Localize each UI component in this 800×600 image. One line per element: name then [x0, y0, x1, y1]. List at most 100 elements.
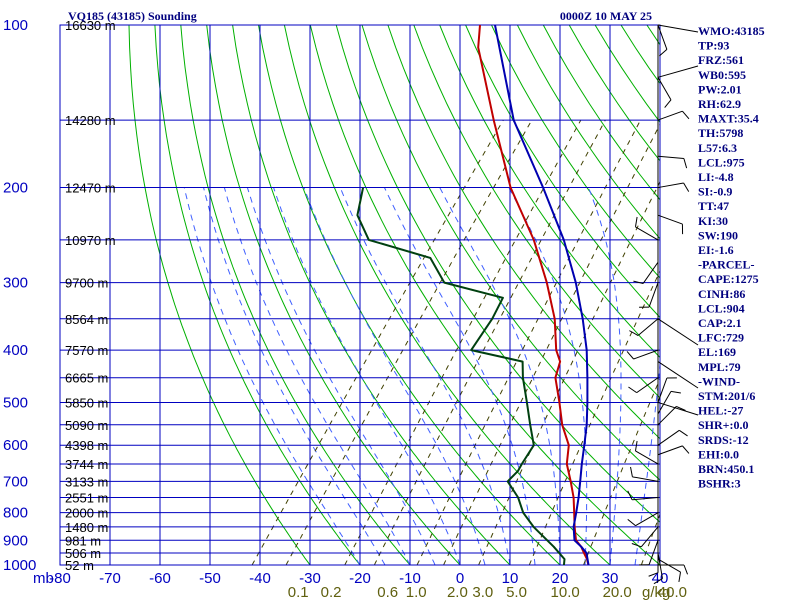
wind-barb-feather — [653, 578, 663, 585]
mixing-ratio-tick-label: 0.6 — [377, 584, 398, 600]
wind-barb — [657, 558, 681, 573]
height-tick-label: 2551 m — [65, 491, 108, 506]
height-tick-label: 3744 m — [65, 457, 108, 472]
index-line: -PARCEL- — [698, 258, 754, 272]
dry-adiabat — [361, 25, 660, 481]
index-pointer — [657, 361, 699, 389]
mixing-ratio-tick-label: 0.1 — [288, 584, 309, 600]
plot-frame — [59, 24, 661, 566]
index-line: PW:2.01 — [698, 82, 742, 96]
wind-barb — [657, 110, 683, 121]
wind-barb-feather — [630, 466, 633, 477]
wind-barb-feather — [682, 110, 690, 120]
height-tick-label: 5850 m — [65, 395, 108, 410]
wind-barb-feather — [631, 543, 642, 548]
dry-adiabat — [128, 25, 311, 565]
height-tick-label: 7570 m — [65, 343, 108, 358]
wind-barb-feather — [648, 572, 659, 577]
wind-barb-feather — [683, 182, 690, 192]
pressure-tick-label: 200 — [3, 180, 28, 197]
wind-barb — [657, 406, 677, 426]
temperature-tick-label: 0 — [456, 570, 464, 587]
mixing-ratio-tick-label: 1.0 — [406, 584, 427, 600]
pressure-tick-label: 800 — [3, 505, 28, 522]
wind-barb-feather — [628, 386, 637, 394]
wind-barb — [657, 214, 683, 225]
mixing-ratio-tick-label: 3.0 — [472, 584, 493, 600]
wind-barb — [657, 77, 672, 101]
dewpoint-line — [356, 187, 566, 565]
wind-barb-feather — [633, 280, 644, 285]
pressure-tick-label: 1000 — [3, 557, 36, 574]
index-pointer — [657, 401, 699, 416]
height-tick-label: 16630 m — [65, 18, 116, 33]
mixing-ratio-unit: g/kg — [642, 584, 670, 600]
height-tick-label: 52 m — [65, 558, 94, 573]
height-tick-label: 5090 m — [65, 418, 108, 433]
pressure-tick-label: 100 — [3, 17, 28, 34]
height-tick-label: 4398 m — [65, 438, 108, 453]
moist-adiabat — [588, 187, 622, 565]
height-tick-label: 981 m — [65, 533, 101, 548]
wind-barb — [633, 349, 659, 360]
index-line: TP:93 — [698, 39, 729, 53]
wind-barb-feather — [682, 445, 690, 454]
temperature-tick-label: -20 — [349, 570, 371, 587]
temperature-tick-label: -80 — [49, 570, 71, 587]
wind-barb-feather — [627, 518, 636, 527]
wind-barb — [640, 526, 659, 548]
wind-barb — [657, 24, 668, 50]
index-pointer — [657, 65, 699, 78]
wind-barb — [635, 450, 659, 465]
moist-adiabat — [303, 187, 486, 565]
wind-barb-feather — [676, 405, 686, 411]
dry-adiabat — [465, 25, 660, 319]
mixing-ratio-tick-label: 10.0 — [551, 584, 580, 600]
dry-adiabat — [154, 25, 361, 565]
wind-barb — [632, 497, 659, 501]
chart-time: 0000Z 10 MAY 25 — [560, 9, 652, 23]
wind-barb-feather — [683, 158, 688, 169]
index-line: BSHR:3 — [698, 477, 741, 491]
height-tick-label: 12470 m — [65, 181, 116, 196]
index-line: LCL:975 — [698, 155, 745, 169]
pressure-tick-label: 900 — [3, 532, 28, 549]
wind-barb-feather — [634, 441, 638, 452]
dry-adiabat — [232, 25, 511, 565]
wind-barb — [657, 391, 672, 415]
wind-barb — [657, 377, 668, 403]
height-tick-label: 1480 m — [65, 520, 108, 535]
dry-adiabat — [413, 25, 660, 399]
index-line: WMO:43185 — [698, 24, 765, 38]
index-line: MPL:79 — [698, 360, 741, 374]
mixing-ratio-line — [344, 119, 582, 565]
wind-barb-feather — [626, 351, 634, 360]
index-line: LFC:729 — [698, 331, 744, 345]
dry-adiabat — [491, 25, 660, 279]
wind-barb — [635, 512, 659, 527]
wind-barb — [632, 476, 659, 482]
wind-barb-feather — [678, 571, 682, 583]
temperature-tick-label: 20 — [552, 570, 569, 587]
index-line: WB0:595 — [698, 68, 746, 82]
wind-barb — [648, 282, 659, 308]
mixing-ratio-tick-label: 0.2 — [321, 584, 342, 600]
wind-barb — [657, 552, 664, 579]
wind-barb-feather — [634, 216, 638, 227]
wind-barb-feather — [683, 564, 689, 575]
wind-barb — [648, 540, 659, 565]
temperature-tick-label: -10 — [399, 570, 421, 587]
moist-adiabat — [439, 187, 561, 565]
pressure-tick-label: 500 — [3, 394, 28, 411]
index-line: FRZ:561 — [698, 53, 744, 67]
moist-adiabat — [203, 187, 386, 565]
height-tick-label: 2000 m — [65, 506, 108, 521]
wind-profile — [626, 24, 699, 585]
dry-adiabat — [283, 25, 611, 565]
moist-adiabat — [223, 187, 411, 565]
grid — [59, 24, 661, 566]
height-tick-label: 14280 m — [65, 113, 116, 128]
index-line: TH:5798 — [698, 126, 743, 140]
sounding-series — [356, 25, 590, 565]
